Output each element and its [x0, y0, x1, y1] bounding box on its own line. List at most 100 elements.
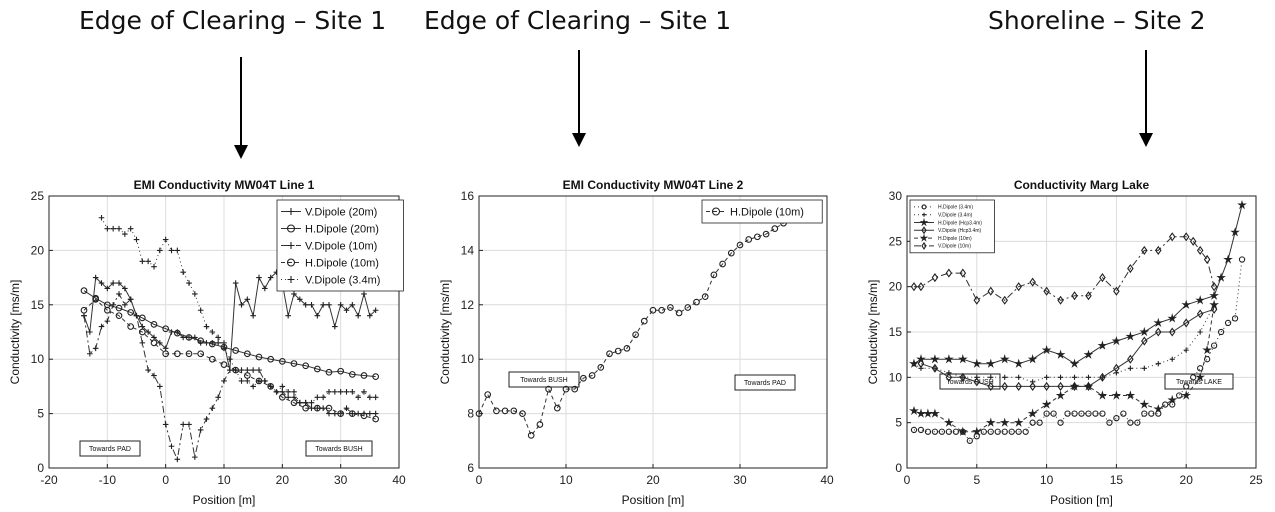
- data-point: [110, 302, 116, 308]
- data-point: [192, 454, 198, 460]
- data-point: [290, 360, 298, 367]
- data-point: [1043, 381, 1050, 391]
- data-point: [337, 389, 344, 395]
- data-point: [297, 296, 303, 303]
- data-point: [931, 273, 939, 283]
- data-point: [209, 405, 216, 411]
- data-point: [116, 280, 122, 286]
- data-point: [139, 258, 146, 265]
- annotation-label: Towards BUSH: [315, 446, 362, 453]
- data-point: [343, 307, 350, 314]
- data-point: [290, 399, 298, 407]
- series-6: [910, 232, 1218, 305]
- data-point: [1141, 410, 1148, 417]
- y-tick-label: 10: [31, 352, 45, 366]
- data-point: [360, 412, 368, 420]
- data-point: [325, 368, 333, 376]
- data-point: [980, 428, 987, 435]
- annotation-box: [79, 440, 141, 457]
- data-point: [727, 249, 735, 257]
- data-point: [279, 383, 286, 390]
- data-point: [197, 337, 205, 345]
- data-point: [493, 407, 500, 415]
- y-tick-label: 30: [889, 189, 903, 203]
- data-point: [92, 274, 99, 281]
- data-point: [1057, 381, 1064, 391]
- data-point: [580, 374, 587, 382]
- y-tick-label: 0: [895, 461, 902, 475]
- data-point: [1083, 349, 1094, 359]
- data-point: [355, 410, 361, 417]
- data-point: [326, 410, 332, 417]
- x-tick-label: 15: [1110, 473, 1124, 487]
- data-point: [762, 230, 770, 238]
- data-point: [122, 231, 128, 237]
- data-point: [326, 302, 332, 308]
- data-point: [1016, 374, 1022, 380]
- data-point: [122, 285, 128, 292]
- x-axis-label: Position [m]: [1050, 493, 1113, 507]
- data-point: [1085, 410, 1092, 417]
- data-point: [291, 389, 297, 395]
- data-point: [174, 247, 181, 254]
- data-point: [110, 225, 116, 232]
- legend-marker: [921, 241, 927, 250]
- data-point: [916, 408, 926, 418]
- data-point: [536, 421, 544, 428]
- series-1: [475, 219, 787, 439]
- data-point: [693, 298, 700, 306]
- data-point: [1210, 282, 1218, 292]
- data-point: [267, 274, 274, 281]
- panel-3-header: Shoreline – Site 2: [988, 6, 1206, 35]
- data-point: [197, 307, 204, 314]
- data-point: [910, 426, 918, 434]
- series-4: [917, 304, 1218, 391]
- data-point: [966, 437, 973, 444]
- data-point: [972, 358, 982, 368]
- data-point: [227, 356, 233, 362]
- data-point: [1113, 286, 1120, 296]
- annotation-box: [305, 440, 373, 457]
- data-point: [1111, 390, 1122, 400]
- data-point: [959, 268, 967, 278]
- data-point: [343, 389, 350, 395]
- data-point: [314, 312, 321, 319]
- data-point: [133, 236, 140, 243]
- data-point: [87, 329, 93, 335]
- data-point: [1015, 381, 1022, 391]
- data-point: [1134, 419, 1141, 426]
- data-point: [553, 404, 561, 412]
- legend-label: H.Dipole (10m): [938, 236, 972, 242]
- data-point: [104, 225, 111, 232]
- data-point: [999, 417, 1010, 427]
- data-point: [150, 339, 158, 347]
- data-point: [186, 280, 192, 286]
- data-point: [1071, 291, 1078, 301]
- data-point: [302, 399, 309, 406]
- data-point: [150, 321, 158, 328]
- data-point: [606, 350, 613, 358]
- data-point: [360, 372, 368, 379]
- legend-marker: [286, 224, 296, 233]
- legend-marker: [921, 204, 927, 210]
- data-point: [208, 355, 216, 363]
- legend-marker: [286, 258, 296, 267]
- data-point: [623, 344, 631, 352]
- data-point: [1210, 342, 1218, 349]
- data-point: [92, 345, 99, 352]
- data-point: [931, 428, 939, 435]
- data-point: [1029, 419, 1036, 426]
- data-point: [1027, 408, 1038, 418]
- data-point: [1209, 299, 1220, 309]
- data-point: [1168, 232, 1176, 242]
- data-point: [945, 268, 953, 278]
- data-point: [256, 367, 262, 373]
- data-point: [999, 354, 1010, 364]
- data-point: [133, 312, 140, 319]
- data-point: [1224, 319, 1232, 327]
- data-point: [1216, 272, 1226, 282]
- data-point: [162, 350, 170, 358]
- data-point: [168, 443, 175, 450]
- data-point: [1195, 372, 1205, 382]
- data-point: [973, 377, 981, 387]
